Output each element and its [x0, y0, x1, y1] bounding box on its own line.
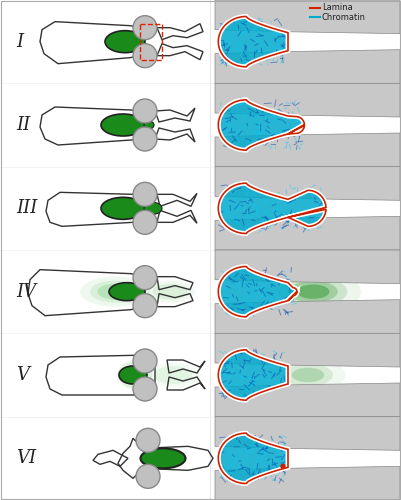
Text: VI: VI — [16, 450, 36, 468]
Polygon shape — [215, 0, 400, 34]
Circle shape — [136, 464, 160, 488]
Ellipse shape — [144, 121, 154, 129]
Polygon shape — [215, 166, 400, 200]
Ellipse shape — [117, 361, 152, 389]
Ellipse shape — [90, 280, 140, 302]
Polygon shape — [215, 216, 400, 250]
Text: IV: IV — [16, 282, 36, 300]
Ellipse shape — [97, 284, 132, 300]
Polygon shape — [218, 350, 288, 400]
Circle shape — [133, 266, 157, 289]
Text: Lamina: Lamina — [322, 4, 353, 13]
Polygon shape — [215, 50, 400, 84]
Ellipse shape — [140, 448, 186, 468]
Circle shape — [133, 210, 157, 234]
Circle shape — [281, 464, 285, 468]
Ellipse shape — [154, 366, 192, 384]
Ellipse shape — [105, 30, 145, 52]
Polygon shape — [215, 334, 400, 367]
Circle shape — [133, 182, 157, 206]
Text: V: V — [16, 366, 29, 384]
Ellipse shape — [292, 368, 324, 382]
Circle shape — [133, 377, 157, 401]
Polygon shape — [215, 84, 400, 117]
Polygon shape — [215, 466, 400, 500]
Ellipse shape — [109, 282, 145, 300]
Polygon shape — [218, 16, 288, 67]
Ellipse shape — [146, 363, 200, 387]
Bar — [140, 24, 162, 60]
Polygon shape — [215, 383, 400, 416]
Text: Chromatin: Chromatin — [322, 12, 366, 22]
Ellipse shape — [271, 358, 346, 392]
Circle shape — [133, 294, 157, 318]
Ellipse shape — [145, 280, 195, 302]
Text: I: I — [16, 32, 23, 50]
Polygon shape — [218, 183, 326, 234]
Ellipse shape — [101, 114, 145, 136]
Ellipse shape — [119, 366, 147, 384]
Circle shape — [133, 16, 157, 40]
Polygon shape — [218, 266, 297, 317]
Circle shape — [136, 428, 160, 452]
Text: III: III — [16, 200, 37, 218]
Circle shape — [133, 99, 157, 123]
Text: II: II — [16, 116, 30, 134]
Polygon shape — [215, 416, 400, 450]
Polygon shape — [215, 250, 400, 284]
Polygon shape — [215, 133, 400, 166]
Ellipse shape — [283, 364, 333, 386]
Ellipse shape — [296, 284, 330, 299]
Polygon shape — [218, 433, 288, 484]
Ellipse shape — [144, 202, 162, 214]
Circle shape — [133, 127, 157, 151]
Ellipse shape — [152, 284, 188, 300]
Polygon shape — [215, 300, 400, 334]
Ellipse shape — [279, 276, 347, 306]
Ellipse shape — [80, 276, 150, 306]
Ellipse shape — [288, 281, 338, 302]
Circle shape — [133, 349, 157, 373]
Ellipse shape — [101, 198, 145, 220]
Ellipse shape — [265, 270, 361, 312]
Polygon shape — [218, 100, 304, 150]
Circle shape — [133, 44, 157, 68]
